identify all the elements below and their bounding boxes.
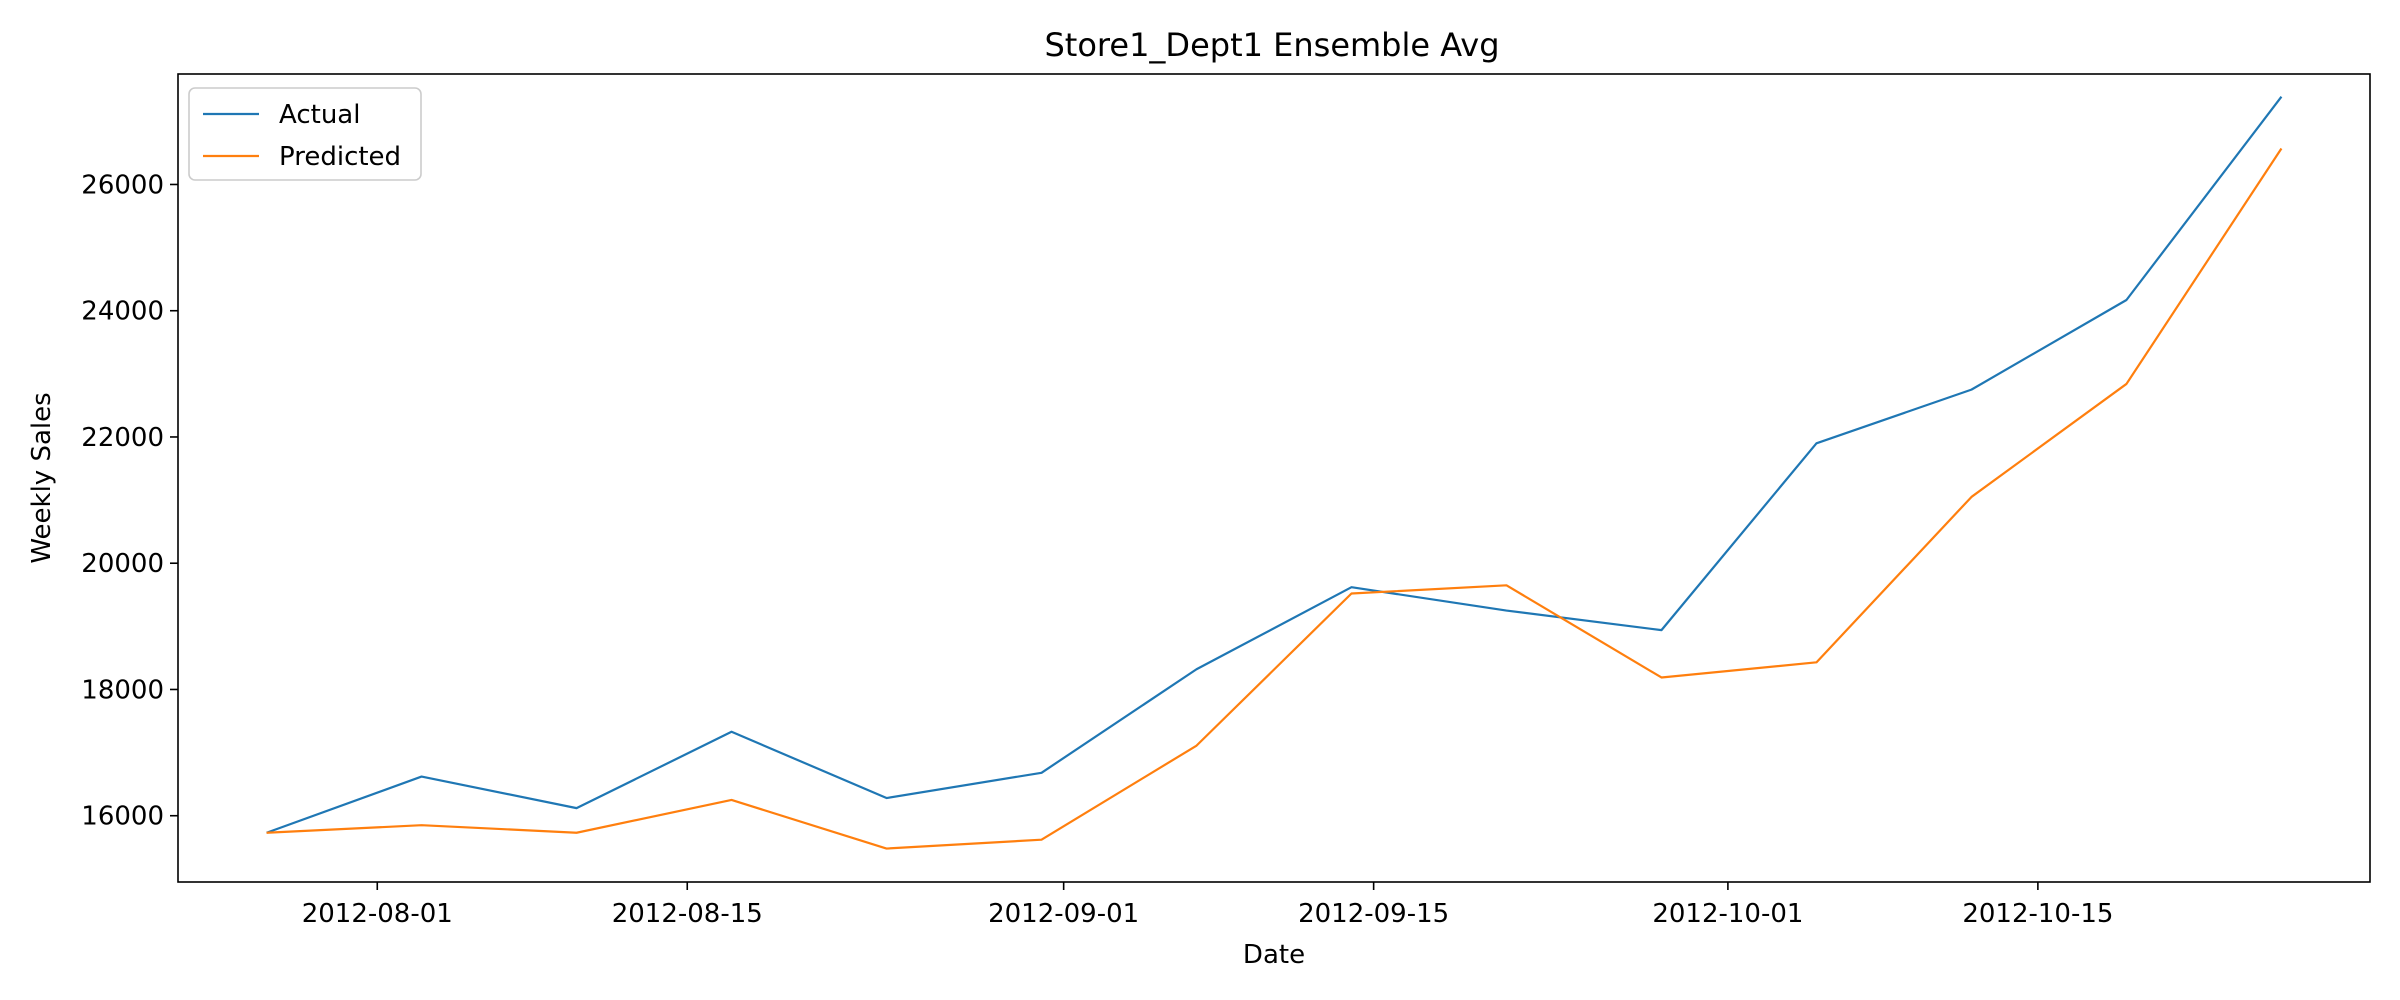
x-tick-label: 2012-09-01 — [988, 899, 1139, 929]
chart-title: Store1_Dept1 Ensemble Avg — [1044, 26, 1499, 64]
y-tick-label: 16000 — [81, 802, 164, 832]
series-line-actual — [266, 96, 2283, 834]
legend-label-predicted: Predicted — [279, 142, 401, 172]
x-tick-label: 2012-09-15 — [1298, 899, 1449, 929]
y-axis-title: Weekly Sales — [27, 392, 57, 563]
legend-label-actual: Actual — [279, 100, 360, 130]
y-tick-label: 20000 — [81, 549, 164, 579]
x-axis-title: Date — [1243, 940, 1305, 970]
x-tick-label: 2012-08-15 — [612, 899, 763, 929]
x-tick-label: 2012-08-01 — [302, 899, 453, 929]
plot-frame — [177, 73, 2371, 883]
y-tick-label: 18000 — [81, 675, 164, 705]
y-tick-label: 24000 — [81, 297, 164, 327]
x-tick-label: 2012-10-01 — [1652, 899, 1803, 929]
y-tick-label: 22000 — [81, 423, 164, 453]
plot-area: 16000 18000 20000 22000 24000 26000 2012-08-01… — [81, 73, 2371, 929]
legend: Actual Predicted — [188, 87, 422, 181]
series-line-predicted — [266, 147, 2283, 850]
x-tick-label: 2012-10-15 — [1962, 899, 2113, 929]
y-tick-label: 26000 — [81, 170, 164, 200]
